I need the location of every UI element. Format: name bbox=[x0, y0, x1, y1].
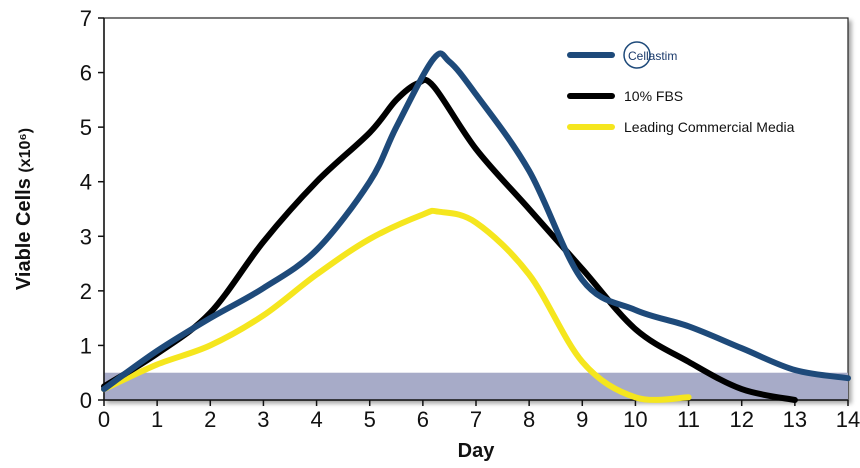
y-axis-title: Viable Cells (x10⁶) bbox=[13, 128, 35, 290]
x-tick-label: 9 bbox=[576, 407, 588, 432]
y-tick-label: 1 bbox=[80, 333, 92, 358]
x-tick-label: 11 bbox=[677, 407, 700, 432]
x-tick-label: 2 bbox=[204, 407, 216, 432]
x-tick-label: 3 bbox=[257, 407, 269, 432]
y-tick-label: 6 bbox=[80, 61, 92, 86]
series-line-leading-commercial-media bbox=[101, 207, 692, 403]
x-axis-title: Day bbox=[458, 440, 496, 462]
legend-leading-commercial-media-label: Leading Commercial Media bbox=[624, 119, 795, 135]
y-tick-label: 0 bbox=[80, 388, 92, 413]
series-line-cellastim bbox=[101, 50, 851, 393]
x-tick-label: 1 bbox=[151, 407, 163, 432]
legend-10-fbs-label: 10% FBS bbox=[624, 88, 683, 104]
x-tick-label: 8 bbox=[523, 407, 535, 432]
x-tick-label: 10 bbox=[623, 407, 647, 432]
logo-circle bbox=[623, 41, 651, 69]
y-tick-label: 7 bbox=[80, 6, 92, 31]
x-tick-label: 7 bbox=[470, 407, 482, 432]
cellastim-logo: Cellastim bbox=[623, 41, 677, 69]
y-tick-label: 4 bbox=[80, 170, 92, 195]
y-tick-label: 3 bbox=[80, 224, 92, 249]
x-tick-label: 0 bbox=[98, 407, 110, 432]
x-tick-label: 12 bbox=[729, 407, 753, 432]
y-tick-label: 5 bbox=[80, 115, 92, 140]
x-tick-label: 13 bbox=[783, 407, 807, 432]
logo-text: Cellastim bbox=[628, 49, 677, 63]
x-tick-label: 5 bbox=[364, 407, 376, 432]
y-tick-label: 2 bbox=[80, 279, 92, 304]
shaded-band bbox=[104, 372, 848, 400]
x-tick-label: 4 bbox=[310, 407, 322, 432]
x-tick-label: 14 bbox=[836, 407, 860, 432]
x-tick-label: 6 bbox=[417, 407, 429, 432]
